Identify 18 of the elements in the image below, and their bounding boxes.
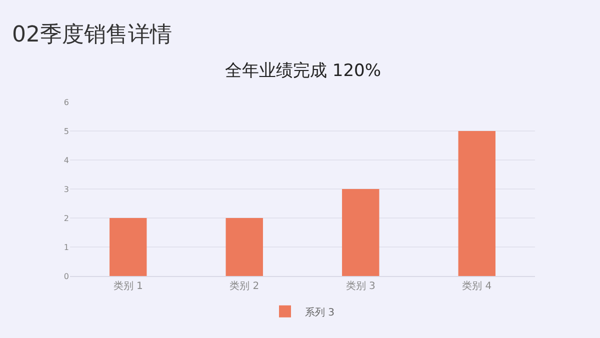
x-tick-label: 类别 3 [346, 280, 376, 292]
x-tick-label: 类别 4 [462, 280, 492, 292]
y-tick-label: 5 [64, 126, 69, 136]
bar [110, 218, 147, 276]
bar [226, 218, 263, 276]
y-tick-label: 4 [64, 156, 69, 165]
y-tick-label: 6 [64, 98, 69, 107]
y-tick-label: 1 [64, 242, 69, 252]
x-tick-label: 类别 2 [230, 280, 260, 292]
bar [458, 131, 496, 276]
x-tick-label: 类别 1 [113, 280, 143, 292]
y-tick-label: 3 [64, 184, 69, 194]
legend-label: 系列 3 [305, 306, 335, 318]
bar [342, 189, 380, 276]
chart-subtitle: 全年业绩完成 120% [225, 61, 382, 81]
y-tick-label: 0 [64, 272, 69, 281]
y-tick-label: 2 [64, 214, 69, 223]
chart-title: 02季度销售详情 [12, 22, 172, 48]
